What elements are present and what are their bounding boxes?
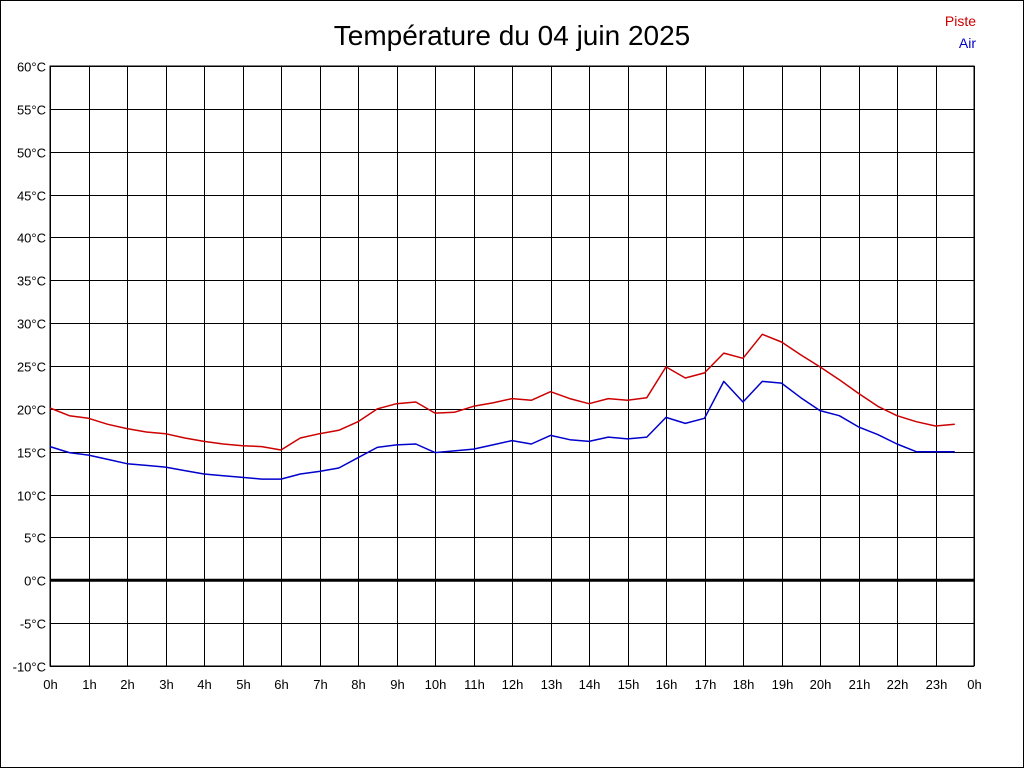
y-tick-label: 15°C (17, 446, 46, 461)
x-tick-label: 5h (236, 677, 250, 692)
x-tick-label: 18h (733, 677, 755, 692)
x-tick-label: 10h (425, 677, 447, 692)
x-tick-label: 8h (351, 677, 365, 692)
x-tick-label: 14h (579, 677, 601, 692)
x-tick-label: 2h (120, 677, 134, 692)
x-tick-label: 21h (849, 677, 871, 692)
y-tick-label: -5°C (20, 617, 46, 632)
series-line-piste (49, 333, 955, 451)
x-tick-label: 13h (541, 677, 563, 692)
x-tick-label: 9h (390, 677, 404, 692)
x-tick-label: 7h (313, 677, 327, 692)
legend-entry-piste: Piste (945, 13, 976, 29)
x-tick-label: 16h (656, 677, 678, 692)
x-axis-ticks: 0h 1h 2h 3h 4h 5h 6h 7h 8h 9h 10h 11h 12h 13h 14h 15h 16… (43, 677, 981, 692)
x-tick-label: 12h (502, 677, 524, 692)
y-tick-label: 35°C (17, 274, 46, 289)
y-tick-label: -10°C (13, 660, 46, 675)
y-tick-label: 5°C (24, 531, 46, 546)
x-tick-label: 4h (197, 677, 211, 692)
x-tick-label: 23h (926, 677, 948, 692)
series-layer (49, 333, 955, 480)
grid (49, 65, 975, 667)
y-tick-label: 40°C (17, 231, 46, 246)
y-tick-label: 45°C (17, 189, 46, 204)
x-tick-label: 19h (772, 677, 794, 692)
x-tick-label: 3h (159, 677, 173, 692)
y-tick-label: 50°C (17, 146, 46, 161)
x-tick-label: 1h (82, 677, 96, 692)
legend-entry-air: Air (959, 35, 976, 51)
y-tick-label: 20°C (17, 403, 46, 418)
y-tick-label: 30°C (17, 317, 46, 332)
y-axis-ticks: -10°C -5°C 0°C 5°C 10°C 15°C 20°C 25°C 30°C 35°C 4… (13, 60, 46, 675)
y-tick-label: 60°C (17, 60, 46, 75)
y-tick-label: 10°C (17, 489, 46, 504)
x-tick-label: 6h (274, 677, 288, 692)
chart-title: Température du 04 juin 2025 (334, 20, 690, 51)
y-tick-label: 55°C (17, 103, 46, 118)
x-tick-label: 20h (810, 677, 832, 692)
x-tick-label: 15h (618, 677, 640, 692)
x-tick-label: 0h (43, 677, 57, 692)
y-tick-label: 0°C (24, 574, 46, 589)
series-line-air (49, 380, 955, 480)
legend: Piste Air (945, 13, 976, 51)
x-tick-label: 11h (464, 677, 485, 692)
x-tick-label: 17h (695, 677, 717, 692)
y-tick-label: 25°C (17, 360, 46, 375)
x-tick-label: 22h (887, 677, 909, 692)
x-tick-label: 0h (967, 677, 981, 692)
